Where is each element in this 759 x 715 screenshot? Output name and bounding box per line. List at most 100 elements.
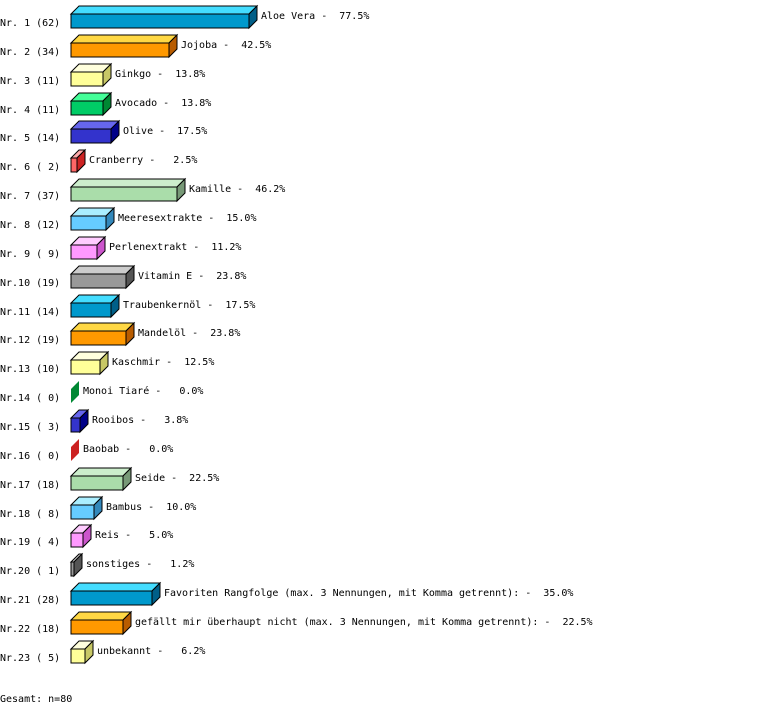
value-label: Vitamin E - 23.8% — [138, 271, 246, 282]
bar-side — [93, 495, 103, 521]
row-label: Nr. 2 (34) — [0, 47, 60, 58]
value-label: Monoi Tiaré - 0.0% — [83, 385, 203, 397]
row-label: Nr.11 (14) — [0, 307, 60, 318]
bar — [70, 417, 81, 433]
row-label: Nr. 9 ( 9) — [0, 249, 60, 260]
bar — [70, 157, 78, 173]
value-label: Kamille - 46.2% — [189, 184, 285, 195]
bar-side — [176, 177, 186, 203]
bar-side — [125, 264, 135, 290]
bar-side — [122, 610, 132, 636]
bar-side — [99, 350, 109, 376]
row-label: Nr. 8 (12) — [0, 220, 60, 231]
bar-row: Nr.18 ( 8) Bambus - 10.0% — [0, 495, 196, 521]
bar — [70, 42, 170, 58]
bar-side — [125, 321, 135, 347]
bar-side — [151, 581, 161, 607]
bar-row: Nr. 8 (12) Meeresextrakte - 15.0% — [0, 206, 256, 232]
row-label: Nr. 4 (11) — [0, 105, 60, 116]
row-label: Nr.23 ( 5) — [0, 653, 60, 664]
bar-row: Nr.15 ( 3) Rooibos - 3.8% — [0, 408, 188, 434]
bar-row: Nr.23 ( 5) unbekannt - 6.2% — [0, 639, 205, 665]
bar-row: Nr.22 (18) gefällt mir überhaupt nicht (m… — [0, 610, 593, 636]
bar — [70, 590, 153, 606]
value-label: Cranberry - 2.5% — [89, 155, 197, 166]
value-label: Mandelöl - 23.8% — [138, 328, 240, 339]
value-label: Aloe Vera - 77.5% — [261, 11, 369, 22]
bar-side — [84, 639, 94, 665]
value-label: Olive - 17.5% — [123, 126, 207, 137]
value-label: Seide - 22.5% — [135, 473, 219, 484]
bar-top — [69, 467, 133, 477]
bar-top — [69, 5, 259, 15]
bar — [70, 475, 124, 491]
bar — [70, 359, 101, 375]
bar-row: Nr. 9 ( 9) Perlenextrakt - 11.2% — [0, 235, 241, 261]
bar-row: Nr.19 ( 4) Reis - 5.0% — [0, 523, 173, 549]
bar-top — [69, 611, 133, 621]
bar-row: Nr. 3 (11) Ginkgo - 13.8% — [0, 62, 205, 88]
bar — [70, 186, 178, 202]
bar-side — [102, 91, 112, 117]
bars-group: Nr. 1 (62) Aloe Vera - 77.5% Nr. 2 (34) Joj… — [0, 4, 593, 665]
row-label: Nr. 6 ( 2) — [0, 162, 60, 173]
row-label: Nr.14 ( 0) — [0, 393, 60, 404]
bar — [70, 244, 98, 260]
value-label: unbekannt - 6.2% — [97, 646, 205, 657]
bar-row: Nr.14 ( 0) Monoi Tiaré - 0.0% — [0, 381, 203, 404]
bar-side — [79, 408, 89, 434]
row-label: Nr.15 ( 3) — [0, 422, 60, 433]
bar — [70, 273, 127, 289]
row-label: Nr.22 (18) — [0, 624, 60, 635]
value-label: Jojoba - 42.5% — [181, 40, 271, 51]
bar-side — [82, 523, 92, 549]
bar-row: Nr.17 (18) Seide - 22.5% — [0, 466, 219, 492]
value-label: Rooibos - 3.8% — [92, 415, 188, 426]
bar-row: Nr.10 (19) Vitamin E - 23.8% — [0, 264, 246, 290]
bar-side — [168, 33, 178, 59]
row-label: Nr. 3 (11) — [0, 76, 60, 87]
bar-top — [69, 178, 187, 188]
total-footer: Gesamt: n=80 — [0, 694, 72, 705]
value-label: gefällt mir überhaupt nicht (max. 3 Nenn… — [135, 617, 593, 628]
bar-side — [73, 552, 83, 578]
bar-row: Nr.12 (19) Mandelöl - 23.8% — [0, 321, 240, 347]
bar-side — [76, 148, 86, 174]
value-label: Perlenextrakt - 11.2% — [109, 242, 241, 253]
row-label: Nr. 7 (37) — [0, 191, 60, 202]
value-label: Kaschmir - 12.5% — [112, 357, 214, 368]
bar-row: Nr.16 ( 0) Baobab - 0.0% — [0, 439, 173, 462]
value-label: sonstiges - 1.2% — [86, 559, 194, 570]
bar-top — [69, 265, 136, 275]
row-label: Nr.17 (18) — [0, 480, 60, 491]
row-label: Nr.13 (10) — [0, 364, 60, 375]
bar-top — [69, 34, 179, 44]
value-label: Ginkgo - 13.8% — [115, 69, 205, 80]
bar — [70, 648, 86, 664]
row-label: Nr.16 ( 0) — [0, 451, 60, 462]
bar — [70, 13, 250, 29]
bar-side — [110, 293, 120, 319]
bar-side — [105, 206, 115, 232]
bar — [70, 302, 112, 318]
row-label: Nr. 1 (62) — [0, 18, 60, 29]
row-label: Nr.10 (19) — [0, 278, 60, 289]
row-label: Nr.20 ( 1) — [0, 566, 60, 577]
bar-row: Nr. 6 ( 2) Cranberry - 2.5% — [0, 148, 197, 174]
bar — [70, 71, 104, 87]
bar-top — [69, 582, 162, 592]
bar-side — [71, 381, 79, 403]
bar-row: Nr. 2 (34) Jojoba - 42.5% — [0, 33, 271, 59]
bar-row: Nr.20 ( 1) sonstiges - 1.2% — [0, 552, 194, 578]
value-label: Bambus - 10.0% — [106, 502, 196, 513]
bar-top — [69, 322, 136, 332]
bar-row: Nr.21 (28) Favoriten Rangfolge (max. 3 Ne… — [0, 581, 573, 607]
bar-side — [122, 466, 132, 492]
bar — [70, 504, 95, 520]
bar — [70, 215, 107, 231]
bar-row: Nr. 1 (62) Aloe Vera - 77.5% — [0, 4, 369, 30]
bar-side — [96, 235, 106, 261]
bar-row: Nr.13 (10) Kaschmir - 12.5% — [0, 350, 214, 376]
row-label: Nr.18 ( 8) — [0, 509, 60, 520]
